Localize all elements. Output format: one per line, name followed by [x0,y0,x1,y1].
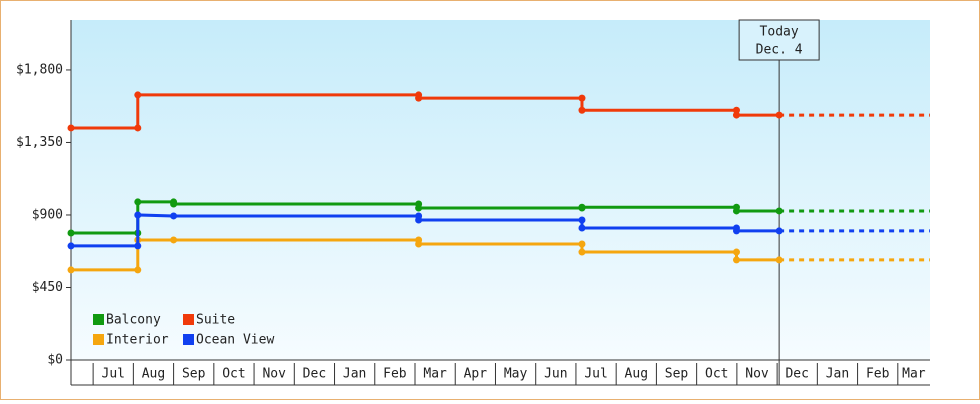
point [775,256,783,264]
point [415,94,423,102]
legend-swatch [183,334,194,345]
x-tick-label: Aug [625,367,648,382]
plot: $0 $450 $900 $1,350 $1,800 Jul Aug Sep Oct Nov Dec… [16,19,930,386]
point [578,106,586,114]
y-tick-label: $0 [47,353,63,368]
point [732,111,740,119]
point [134,124,142,132]
x-tick-label: Jul [584,367,607,382]
legend-label: Balcony [106,313,161,328]
point [134,242,142,250]
x-tick-label: Dec [785,367,808,382]
x-tick-label: Jul [102,367,125,382]
x-tick-label: May [504,367,528,382]
x-tick-label: Jan [343,367,366,382]
y-tick-label: $1,800 [16,62,63,77]
point [732,207,740,215]
plot-area [71,20,930,360]
point [732,248,740,256]
point [415,216,423,224]
point [578,224,586,232]
x-tick-label: Apr [464,367,488,382]
y-tick-label: $1,350 [16,135,63,150]
y-tick-label: $900 [32,207,63,222]
point [170,200,178,208]
point [134,211,142,219]
point [170,212,178,220]
point [775,227,783,235]
point [578,240,586,248]
legend-swatch [93,314,104,325]
point [134,266,142,274]
today-label: Today [760,25,799,40]
x-tick-label: Sep [665,367,689,382]
point [67,242,75,250]
legend-label: Ocean View [196,333,274,348]
point [732,256,740,264]
x-tick-label: Oct [705,367,728,382]
point [775,207,783,215]
point [67,266,75,274]
x-tick-label: Feb [866,367,890,382]
point [67,229,75,237]
x-tick-label: Jun [544,367,567,382]
point [732,227,740,235]
x-tick-label: Jan [826,367,849,382]
y-tick-label: $450 [32,280,63,295]
point [415,240,423,248]
point [67,124,75,132]
x-tick-label: Dec [303,367,326,382]
x-tick-label: Aug [142,367,165,382]
point [134,91,142,99]
point [415,204,423,212]
today-label: Dec. 4 [756,43,803,58]
point [775,111,783,119]
legend-swatch [93,334,104,345]
legend-label: Suite [196,313,235,328]
x-tick-label: Feb [383,367,407,382]
point [170,236,178,244]
x-tick-label: Nov [262,367,286,382]
legend-swatch [183,314,194,325]
point [578,248,586,256]
legend-label: Interior [106,333,169,348]
x-tick-label: Mar [902,367,926,382]
point [578,203,586,211]
x-tick-label: Oct [222,367,245,382]
x-tick-label: Mar [423,367,447,382]
x-tick-label: Sep [182,367,206,382]
point [578,94,586,102]
x-tick-label: Nov [745,367,769,382]
point [134,198,142,206]
today-box [738,19,820,61]
point [732,106,740,114]
point [578,216,586,224]
